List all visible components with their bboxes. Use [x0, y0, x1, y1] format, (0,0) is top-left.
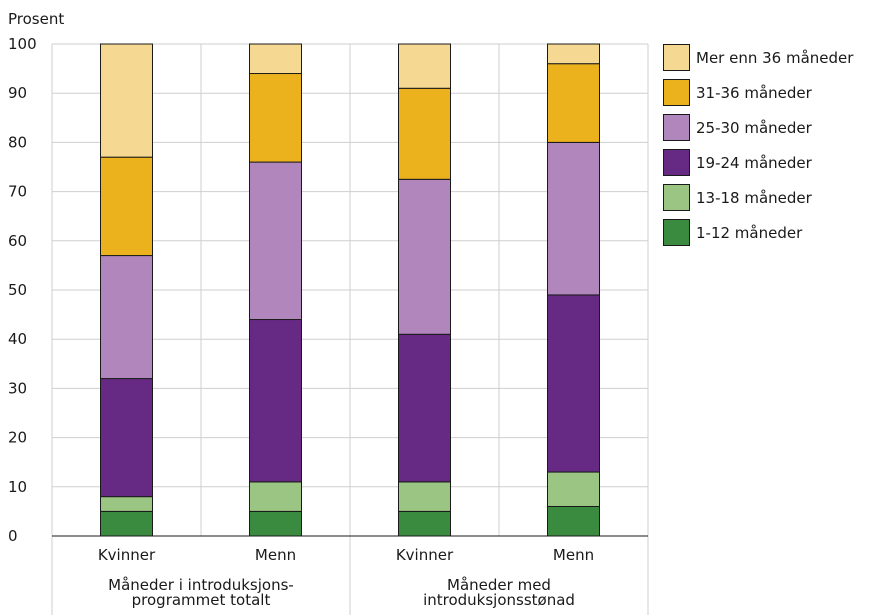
group-label-1: Måneder i introduksjons-programmet total…	[108, 576, 294, 609]
legend-item: 13-18 måneder	[663, 184, 853, 211]
legend-label: 25-30 måneder	[696, 118, 812, 137]
legend-item: 1-12 måneder	[663, 219, 853, 246]
group-label-2: Måneder med introduksjonsstønad	[423, 576, 575, 609]
bar-segment-3-4	[398, 178, 451, 335]
y-tick-label: 70	[8, 183, 27, 201]
legend-item: 25-30 måneder	[663, 114, 853, 141]
legend-swatch	[663, 149, 690, 176]
legend-label: 19-24 måneder	[696, 153, 812, 172]
y-tick-label: 0	[8, 527, 18, 545]
bar-segment-2-4	[249, 161, 302, 321]
x-tick-label: Kvinner	[98, 546, 156, 564]
y-tick-label: 30	[8, 379, 27, 397]
bar-segment-3-2	[398, 481, 451, 512]
y-tick-label: 20	[8, 429, 27, 447]
legend-swatch	[663, 114, 690, 141]
x-tick-label: Menn	[553, 546, 594, 564]
legend-label: 1-12 måneder	[696, 223, 803, 242]
x-tick-label: Kvinner	[396, 546, 454, 564]
x-tick-label: Menn	[255, 546, 296, 564]
legend-swatch	[663, 219, 690, 246]
bar-segment-1-4	[100, 255, 153, 380]
bar-segment-4-1	[547, 505, 600, 537]
bar-segment-1-3	[100, 378, 153, 498]
bars	[100, 43, 600, 537]
y-tick-label: 90	[8, 84, 27, 102]
legend-item: 19-24 måneder	[663, 149, 853, 176]
bar-segment-2-1	[249, 510, 302, 537]
bar-segment-4-2	[547, 471, 600, 507]
bar-segment-4-5	[547, 63, 600, 143]
bar-segment-1-6	[100, 43, 153, 158]
y-tick-label: 100	[8, 35, 37, 53]
y-tick-label: 60	[8, 232, 27, 250]
tick-labels: 0 10 20 30 40 50 60 70 80 90 100 Kvinner Menn Kvinner…	[8, 35, 594, 609]
bar-segment-3-1	[398, 510, 451, 537]
y-axis-label: Prosent	[8, 10, 64, 28]
bar-segment-2-2	[249, 481, 302, 512]
bar-segment-3-5	[398, 87, 451, 180]
bar-segment-2-3	[249, 319, 302, 483]
legend-swatch	[663, 184, 690, 211]
y-tick-label: 10	[8, 478, 27, 496]
legend-label: 31-36 måneder	[696, 83, 812, 102]
legend-swatch	[663, 79, 690, 106]
bar-segment-4-3	[547, 294, 600, 473]
bar-segment-1-1	[100, 510, 153, 537]
bar-segment-1-5	[100, 156, 153, 257]
y-tick-label: 80	[8, 133, 27, 151]
y-tick-label: 50	[8, 281, 27, 299]
y-tick-label: 40	[8, 330, 27, 348]
legend: Mer enn 36 måneder 31-36 måneder 25-30 mån…	[663, 44, 853, 254]
bar-segment-4-4	[547, 141, 600, 296]
bar-segment-2-6	[249, 43, 302, 75]
bar-segment-3-3	[398, 333, 451, 483]
bar-segment-1-2	[100, 496, 153, 512]
bar-segment-2-5	[249, 73, 302, 163]
legend-swatch	[663, 44, 690, 71]
bar-segment-3-6	[398, 43, 451, 89]
legend-item: 31-36 måneder	[663, 79, 853, 106]
legend-label: 13-18 måneder	[696, 188, 812, 207]
legend-label: Mer enn 36 måneder	[696, 48, 854, 67]
legend-item: Mer enn 36 måneder	[663, 44, 853, 71]
bar-segment-4-6	[547, 43, 600, 65]
